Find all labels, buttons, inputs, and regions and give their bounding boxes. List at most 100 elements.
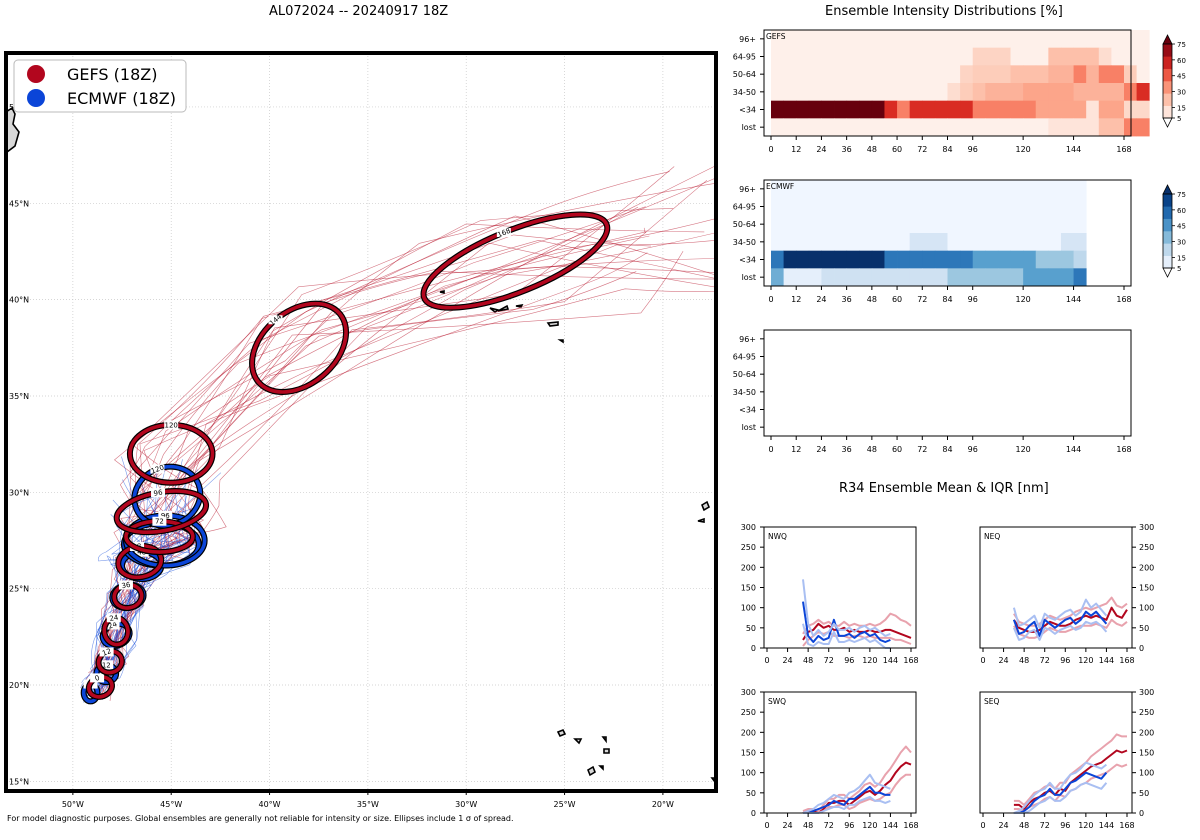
y-tick-label: 50: [1139, 624, 1149, 633]
gefs-intensity-cell: [859, 118, 873, 137]
colorbar-extend-bottom: [1162, 267, 1173, 278]
gefs-hour-label: 72: [155, 518, 164, 526]
gefs-hour-label: 120: [165, 421, 178, 429]
x-tick-label: 72: [824, 821, 834, 830]
ecmwf-label-bg: [150, 464, 165, 474]
ecmwf-intensity-cell: [796, 215, 810, 234]
ecmwf-intensity-cell: [771, 250, 785, 269]
ecmwf-intensity-cell: [972, 268, 986, 287]
y-tick-label: 250: [741, 708, 756, 717]
colorbar-tick-label: 5: [1177, 265, 1181, 273]
gefs-intensity-cell: [1111, 100, 1125, 119]
gefs-hour-label: 96: [153, 488, 164, 498]
ecmwf-intensity-cell: [960, 215, 974, 234]
ecmwf-intensity-cell: [1060, 250, 1074, 269]
ecmwf-intensity-cell: [771, 197, 785, 216]
gefs-intensity-cell: [1035, 47, 1049, 66]
r34-neq-series-line: [1013, 618, 1128, 639]
gefs-intensity-cell: [972, 65, 986, 84]
gefs-intensity-cell: [922, 100, 936, 119]
map-plot-area: 01224364872961200122436487296120144168: [6, 53, 716, 791]
ecmwf-intensity-cell: [783, 215, 797, 234]
ecmwf-intensity-cell: [771, 233, 785, 252]
gefs-member-track: [104, 227, 647, 675]
lon-tick-label: 20°W: [652, 800, 674, 809]
gefs-intensity-cell: [796, 100, 810, 119]
r34-nwq-series-line: [802, 601, 891, 643]
gefs-intensity-cell: [934, 65, 948, 84]
gefs-intensity-label: GEFS: [766, 32, 786, 41]
gefs-intensity-cell: [1073, 100, 1087, 119]
row-tick-label: 34-50: [733, 88, 756, 97]
ecmwf-intensity-cell: [947, 268, 961, 287]
y-tick-label: 250: [1139, 543, 1154, 552]
gefs-intensity-cell: [1098, 83, 1112, 102]
legend-label: ECMWF (18Z): [67, 89, 176, 108]
ecmwf-intensity-cell: [808, 233, 822, 252]
gefs-label-bg: [99, 647, 114, 657]
gefs-intensity-cell: [897, 65, 911, 84]
legend-swatch: [27, 89, 45, 107]
gefs-label-bg: [164, 420, 179, 430]
x-tick-label: 24: [998, 656, 1008, 665]
y-tick-label: 100: [741, 769, 756, 778]
gefs-intensity-cell: [808, 83, 822, 102]
x-tick-label: 0: [980, 656, 985, 665]
r34-neq-label: NEQ: [984, 532, 1000, 541]
ecmwf-intensity-cell: [922, 180, 936, 199]
gefs-intensity-cell: [1111, 47, 1125, 66]
ecmwf-intensity-cell: [796, 197, 810, 216]
gefs-intensity-cell: [821, 65, 835, 84]
colorbar-tick-label: 45: [1177, 223, 1186, 231]
gefs-intensity-cell: [808, 118, 822, 137]
gefs-intensity-cell: [1060, 30, 1074, 49]
gefs-intensity-cell: [846, 30, 860, 49]
gefs-intensity-cell: [947, 47, 961, 66]
gefs-label-bg: [151, 488, 166, 498]
hour-tick-label: 84: [942, 295, 952, 304]
lat-tick-label: 15°N: [9, 777, 29, 786]
gefs-intensity-cell: [884, 65, 898, 84]
ecmwf-intensity-cell: [834, 215, 848, 234]
gefs-intensity-cell: [1010, 100, 1024, 119]
gefs-intensity-cell: [859, 65, 873, 84]
ecmwf-intensity-cell: [922, 215, 936, 234]
ecmwf-intensity-cell: [771, 215, 785, 234]
ecmwf-intensity-cell: [1073, 268, 1087, 287]
gefs-member-track: [105, 288, 716, 690]
land-outline: [697, 517, 705, 523]
ecmwf-intensity-cell: [846, 233, 860, 252]
gefs-intensity-cell: [821, 30, 835, 49]
ecmwf-intensity-cell: [897, 268, 911, 287]
gefs-intensity-cell: [771, 47, 785, 66]
ecmwf-intensity-cell: [871, 233, 885, 252]
ecmwf-intensity-cell: [859, 268, 873, 287]
ecmwf-intensity-cell: [846, 180, 860, 199]
ecmwf-intensity-cell: [985, 268, 999, 287]
ecmwf-intensity-cell: [1023, 233, 1037, 252]
gefs-hour-label: 12: [101, 647, 112, 658]
ecmwf-hour-label: 24: [107, 620, 119, 631]
colorbar-segment: [1163, 81, 1172, 94]
ecmwf-intensity-cell: [821, 197, 835, 216]
gefs-intensity-cell: [1023, 30, 1037, 49]
land-outline: [546, 321, 559, 327]
x-tick-label: 24: [782, 656, 792, 665]
gefs-member-track: [97, 239, 716, 681]
ecmwf-intensity-cell: [1060, 215, 1074, 234]
gefs-intensity-cell: [859, 30, 873, 49]
ecmwf-intensity-cell: [897, 197, 911, 216]
gefs-intensity-cell: [922, 47, 936, 66]
gefs-label-bg: [152, 516, 167, 526]
land-outline: [557, 339, 564, 344]
gefs-intensity-cell: [1023, 118, 1037, 137]
ecmwf-intensity-cell: [834, 250, 848, 269]
ecmwf-intensity-cell: [821, 233, 835, 252]
colorbar-segment: [1163, 56, 1172, 69]
empty-intensity-frame: [763, 329, 1132, 437]
gefs-intensity-cell: [808, 65, 822, 84]
gefs-intensity-cell: [1073, 83, 1087, 102]
colorbar-segment: [1163, 231, 1172, 244]
ecmwf-intensity-cell: [808, 250, 822, 269]
